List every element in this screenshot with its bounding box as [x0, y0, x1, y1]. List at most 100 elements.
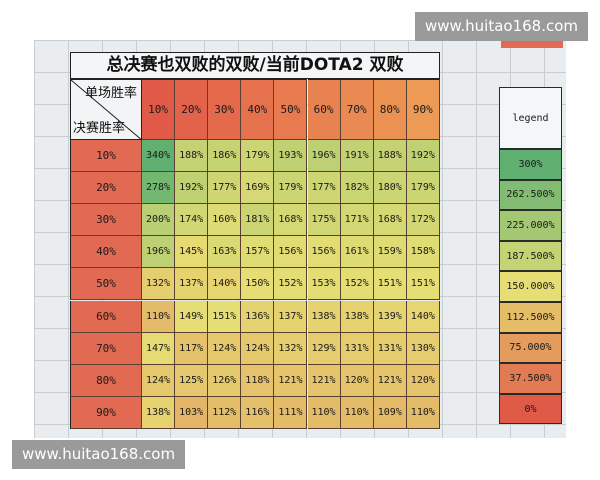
- legend-item: 225.000%: [499, 210, 562, 241]
- column-header: 90%: [406, 79, 440, 140]
- column-header: 20%: [175, 79, 209, 140]
- table-cell: 152%: [340, 268, 374, 301]
- legend-item: 75.000%: [499, 332, 562, 364]
- table-cell: 149%: [175, 300, 209, 333]
- table-cell: 116%: [241, 396, 275, 429]
- table-cell: 168%: [274, 204, 308, 237]
- row-header: 30%: [70, 204, 142, 237]
- table-cell: 169%: [241, 172, 275, 205]
- table-cell: 151%: [208, 300, 242, 333]
- table-cell: 138%: [142, 396, 176, 429]
- table-cell: 200%: [142, 204, 176, 237]
- table-cell: 132%: [142, 268, 176, 301]
- table-cell: 117%: [175, 332, 209, 365]
- row-header: 10%: [70, 140, 142, 173]
- table-cell: 196%: [307, 140, 341, 173]
- table-cell: 156%: [274, 236, 308, 269]
- table-cell: 168%: [373, 204, 407, 237]
- table-cell: 111%: [274, 396, 308, 429]
- table-cell: 138%: [340, 300, 374, 333]
- legend-item: 0%: [499, 393, 562, 425]
- legend-item: 300%: [499, 149, 562, 180]
- legend-item: 112.500%: [499, 302, 562, 333]
- table-cell: 278%: [142, 172, 176, 205]
- column-header: 10%: [142, 79, 176, 140]
- table-cell: 137%: [274, 300, 308, 333]
- table-cell: 174%: [175, 204, 209, 237]
- table-cell: 130%: [406, 332, 440, 365]
- table-cell: 120%: [406, 364, 440, 397]
- legend-title: legend: [499, 87, 562, 149]
- table-cell: 131%: [340, 332, 374, 365]
- table-cell: 157%: [241, 236, 275, 269]
- table-cell: 175%: [307, 204, 341, 237]
- table-cell: 131%: [373, 332, 407, 365]
- table-cell: 103%: [175, 396, 209, 429]
- table-cell: 179%: [274, 172, 308, 205]
- table-cell: 188%: [373, 140, 407, 173]
- table-cell: 191%: [340, 140, 374, 173]
- table-cell: 156%: [307, 236, 341, 269]
- table-cell: 181%: [241, 204, 275, 237]
- table-cell: 180%: [373, 172, 407, 205]
- header-swatch: [501, 40, 563, 48]
- table-cell: 109%: [373, 396, 407, 429]
- table-cell: 196%: [142, 236, 176, 269]
- column-header: 80%: [373, 79, 407, 140]
- watermark-bottom: www.huitao168.com: [12, 440, 186, 469]
- table-cell: 145%: [175, 236, 209, 269]
- table-cell: 186%: [208, 140, 242, 173]
- table-cell: 129%: [307, 332, 341, 365]
- table-cell: 140%: [406, 300, 440, 333]
- row-header: 50%: [70, 268, 142, 301]
- table-cell: 153%: [307, 268, 341, 301]
- table-cell: 147%: [142, 332, 176, 365]
- table-cell: 110%: [340, 396, 374, 429]
- table-cell: 112%: [208, 396, 242, 429]
- table-cell: 188%: [175, 140, 209, 173]
- table-cell: 163%: [208, 236, 242, 269]
- table-cell: 171%: [340, 204, 374, 237]
- table-cell: 150%: [241, 268, 275, 301]
- column-header: 50%: [274, 79, 308, 140]
- column-header: 30%: [208, 79, 242, 140]
- table-cell: 110%: [307, 396, 341, 429]
- table-title: 总决赛也双败的双败/当前DOTA2 双败: [70, 52, 440, 79]
- table-cell: 161%: [340, 236, 374, 269]
- table-cell: 151%: [373, 268, 407, 301]
- table-cell: 182%: [340, 172, 374, 205]
- table-cell: 136%: [241, 300, 275, 333]
- row-header: 40%: [70, 236, 142, 269]
- table-cell: 140%: [208, 268, 242, 301]
- table-cell: 152%: [274, 268, 308, 301]
- table-cell: 124%: [241, 332, 275, 365]
- table-cell: 151%: [406, 268, 440, 301]
- table-cell: 126%: [208, 364, 242, 397]
- table-cell: 158%: [406, 236, 440, 269]
- table-cell: 110%: [406, 396, 440, 429]
- column-axis-label: 单场胜率: [84, 86, 137, 101]
- table-cell: 118%: [241, 364, 275, 397]
- table-cell: 121%: [274, 364, 308, 397]
- table-cell: 138%: [307, 300, 341, 333]
- table-cell: 160%: [208, 204, 242, 237]
- column-header: 40%: [241, 79, 275, 140]
- column-header: 60%: [307, 79, 341, 140]
- corner-diagonal: [71, 80, 141, 139]
- row-header: 20%: [70, 172, 142, 205]
- table-cell: 139%: [373, 300, 407, 333]
- legend-item: 37.500%: [499, 363, 562, 394]
- watermark-top: www.huitao168.com: [414, 12, 588, 41]
- row-axis-label: 决赛胜率: [73, 121, 126, 136]
- table-cell: 121%: [373, 364, 407, 397]
- table-cell: 179%: [241, 140, 275, 173]
- table-cell: 124%: [208, 332, 242, 365]
- table-cell: 179%: [406, 172, 440, 205]
- table-cell: 340%: [142, 140, 176, 173]
- table-cell: 124%: [142, 364, 176, 397]
- table-cell: 120%: [340, 364, 374, 397]
- table-cell: 110%: [142, 300, 176, 333]
- table-cell: 193%: [274, 140, 308, 173]
- table-cell: 159%: [373, 236, 407, 269]
- corner-header: 单场胜率 决赛胜率: [70, 79, 142, 140]
